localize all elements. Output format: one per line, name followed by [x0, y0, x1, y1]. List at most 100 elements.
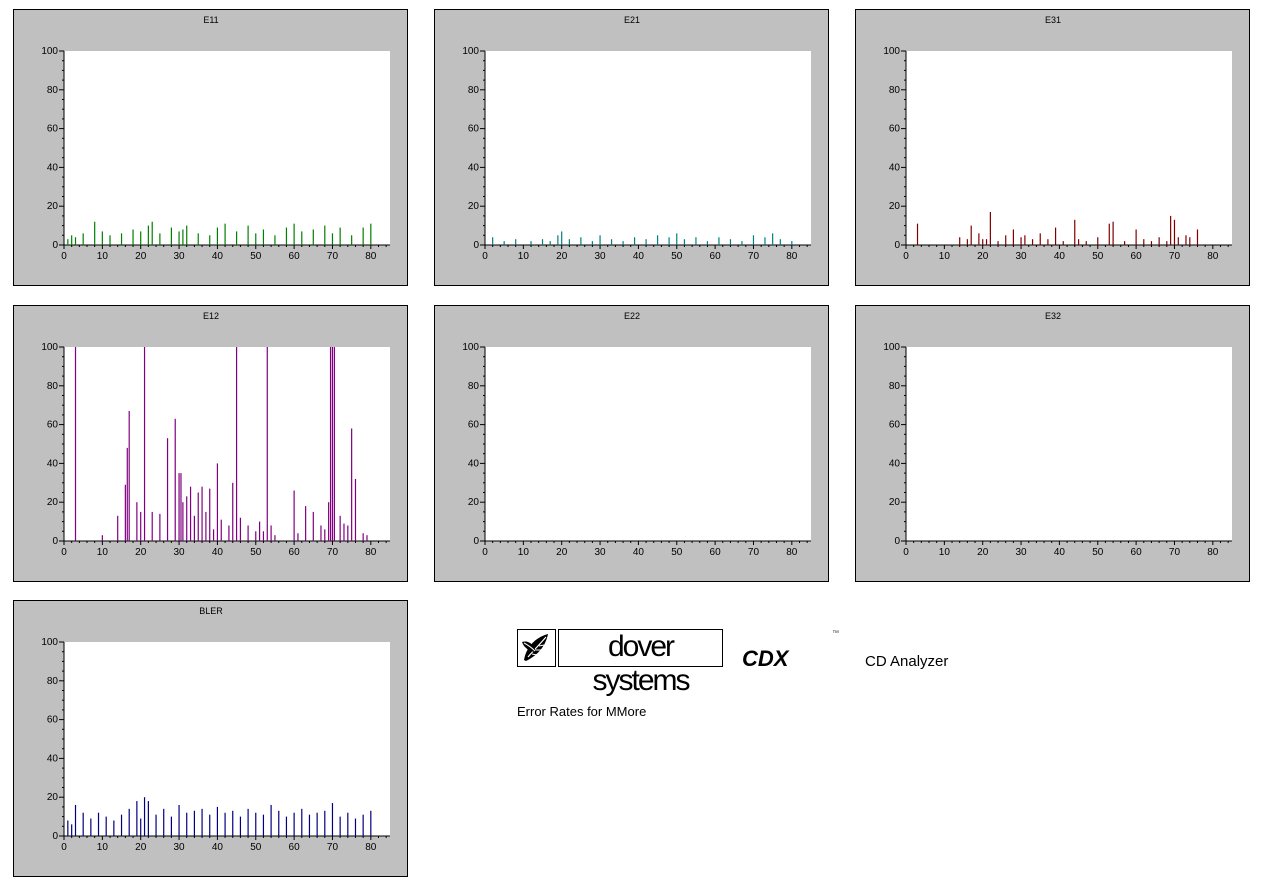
x-tick-label: 0 — [903, 251, 909, 262]
chart-panel-bler: BLER 0 20 40 60 80 100 0 10 20 30 40 50 60 70 80 — [13, 600, 408, 877]
x-tick-label: 70 — [748, 251, 760, 262]
chart-e22: E22 0 20 40 60 80 100 0 10 20 30 40 50 60 70 80 — [462, 311, 811, 558]
y-tick-label: 80 — [468, 381, 480, 392]
x-tick-label: 20 — [556, 251, 568, 262]
chart-panel-e21: E21 0 20 40 60 80 100 0 10 20 30 40 50 60 70 80 — [434, 9, 829, 286]
y-tick-label: 80 — [889, 85, 901, 96]
chart-bler: BLER 0 20 40 60 80 100 0 10 20 30 40 50 60 70 80 — [41, 606, 390, 853]
y-tick-label: 100 — [883, 342, 900, 353]
x-tick-label: 10 — [939, 547, 951, 558]
x-tick-label: 0 — [61, 251, 67, 262]
chart-panel-e12: E12 0 20 40 60 80 100 0 10 20 30 40 50 60 70 80 — [13, 305, 408, 582]
x-tick-label: 10 — [518, 547, 530, 558]
leaf-logo-icon — [517, 629, 556, 667]
y-tick-label: 100 — [462, 342, 479, 353]
x-tick-label: 10 — [97, 842, 109, 853]
x-tick-label: 10 — [518, 251, 530, 262]
plot-area — [485, 347, 811, 541]
y-tick-label: 20 — [889, 497, 901, 508]
chart-title: E32 — [1045, 311, 1061, 321]
y-tick-label: 80 — [889, 381, 901, 392]
chart-title: E11 — [203, 15, 218, 25]
x-tick-label: 70 — [1169, 547, 1181, 558]
x-tick-label: 70 — [327, 547, 339, 558]
chart-panel-e22: E22 0 20 40 60 80 100 0 10 20 30 40 50 60 70 80 — [434, 305, 829, 582]
x-tick-label: 60 — [289, 251, 301, 262]
x-tick-label: 50 — [671, 547, 683, 558]
chart-panel-e31: E31 0 20 40 60 80 100 0 10 20 30 40 50 60 70 80 — [855, 9, 1250, 286]
x-tick-label: 20 — [977, 547, 989, 558]
x-tick-label: 50 — [250, 842, 262, 853]
x-tick-label: 40 — [212, 547, 224, 558]
y-tick-label: 80 — [468, 85, 480, 96]
y-tick-label: 20 — [47, 497, 59, 508]
x-tick-label: 70 — [1169, 251, 1181, 262]
y-tick-label: 0 — [473, 240, 479, 251]
x-tick-label: 20 — [135, 251, 147, 262]
plot-area — [64, 642, 390, 836]
y-tick-label: 20 — [468, 497, 480, 508]
y-tick-label: 60 — [468, 420, 480, 431]
x-tick-label: 20 — [135, 547, 147, 558]
x-tick-label: 10 — [97, 547, 109, 558]
x-tick-label: 40 — [212, 842, 224, 853]
y-tick-label: 40 — [47, 458, 59, 469]
x-tick-label: 60 — [289, 842, 301, 853]
x-tick-label: 30 — [173, 547, 185, 558]
x-tick-label: 50 — [250, 547, 262, 558]
x-tick-label: 30 — [173, 842, 185, 853]
y-tick-label: 20 — [47, 201, 59, 212]
x-tick-label: 50 — [1092, 547, 1104, 558]
y-tick-label: 40 — [889, 458, 901, 469]
x-tick-label: 70 — [748, 547, 760, 558]
dover-systems-logo: dover systems — [517, 629, 723, 697]
x-tick-label: 10 — [939, 251, 951, 262]
report-subtitle: Error Rates for MMore — [517, 704, 647, 719]
y-tick-label: 100 — [462, 46, 479, 57]
y-tick-label: 0 — [894, 536, 900, 547]
x-tick-label: 0 — [482, 251, 488, 262]
chart-e11: E11 0 20 40 60 80 100 0 10 20 30 40 50 60 70 80 — [41, 15, 390, 262]
y-tick-label: 100 — [883, 46, 900, 57]
brand-block: dover systems CDX ™ CD Analyzer Error Ra… — [517, 626, 977, 726]
chart-title: E21 — [624, 15, 640, 25]
x-tick-label: 30 — [1015, 547, 1027, 558]
x-tick-label: 0 — [61, 547, 67, 558]
chart-e32: E32 0 20 40 60 80 100 0 10 20 30 40 50 60 70 80 — [883, 311, 1232, 558]
y-tick-label: 80 — [47, 676, 59, 687]
x-tick-label: 80 — [786, 547, 798, 558]
y-tick-label: 20 — [47, 792, 59, 803]
x-tick-label: 40 — [1054, 251, 1066, 262]
x-tick-label: 0 — [61, 842, 67, 853]
x-tick-label: 70 — [327, 842, 339, 853]
chart-e21: E21 0 20 40 60 80 100 0 10 20 30 40 50 60 70 80 — [462, 15, 811, 262]
x-tick-label: 60 — [710, 251, 722, 262]
x-tick-label: 60 — [1131, 251, 1143, 262]
chart-e31: E31 0 20 40 60 80 100 0 10 20 30 40 50 60 70 80 — [883, 15, 1232, 262]
product-code: CDX — [742, 646, 789, 671]
x-tick-label: 80 — [1207, 251, 1219, 262]
y-tick-label: 0 — [473, 536, 479, 547]
chart-panel-e11: E11 0 20 40 60 80 100 0 10 20 30 40 50 60 70 80 — [13, 9, 408, 286]
product-name: CD Analyzer — [865, 653, 949, 670]
y-tick-label: 100 — [41, 342, 58, 353]
x-tick-label: 20 — [556, 547, 568, 558]
x-tick-label: 50 — [671, 251, 683, 262]
x-tick-label: 30 — [1015, 251, 1027, 262]
y-tick-label: 40 — [47, 753, 59, 764]
x-tick-label: 60 — [1131, 547, 1143, 558]
x-tick-label: 80 — [786, 251, 798, 262]
x-tick-label: 80 — [365, 251, 377, 262]
x-tick-label: 80 — [365, 547, 377, 558]
x-tick-label: 30 — [594, 547, 606, 558]
x-tick-label: 30 — [594, 251, 606, 262]
y-tick-label: 0 — [894, 240, 900, 251]
y-tick-label: 100 — [41, 46, 58, 57]
x-tick-label: 80 — [365, 842, 377, 853]
x-tick-label: 10 — [97, 251, 109, 262]
x-tick-label: 50 — [1092, 251, 1104, 262]
chart-title: E12 — [203, 311, 219, 321]
chart-title: E31 — [1045, 15, 1061, 25]
plot-area — [906, 347, 1232, 541]
y-tick-label: 0 — [52, 536, 58, 547]
